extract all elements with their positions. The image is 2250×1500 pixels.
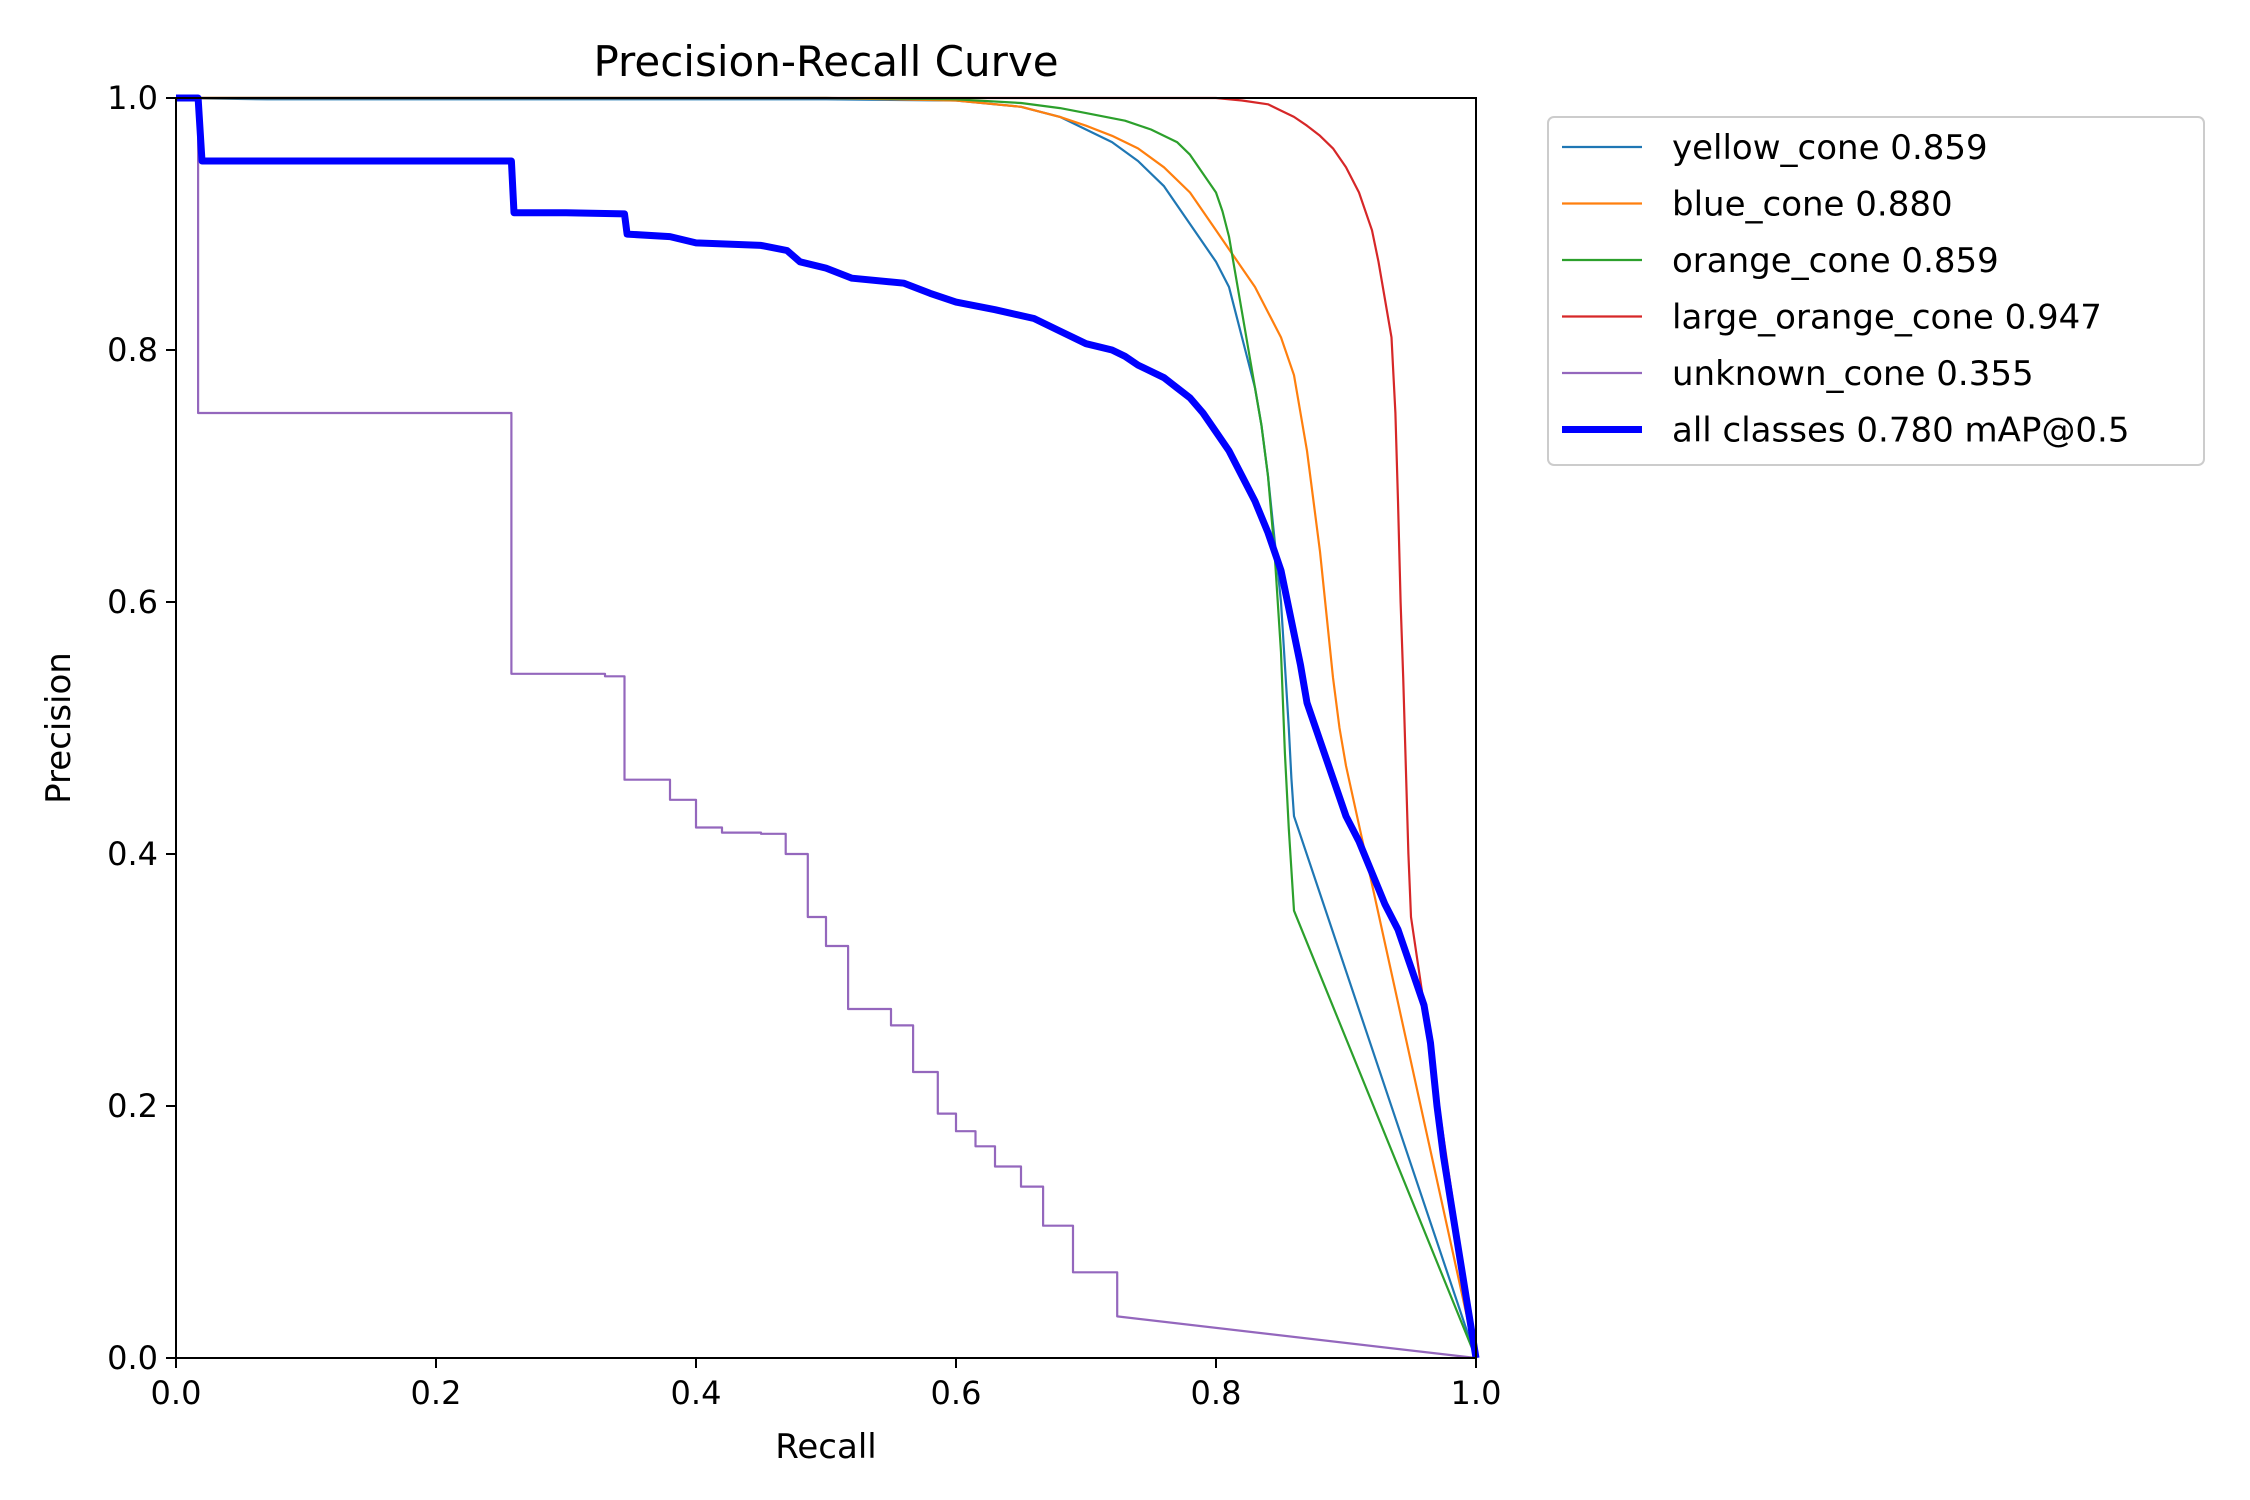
y-axis-label: Precision: [39, 652, 79, 804]
y-tick-label-5: 1.0: [107, 79, 158, 117]
x-axis-ticks: 0.0 0.2 0.4 0.6 0.8 1.0: [151, 1358, 1502, 1412]
series-line-3: [176, 96, 1478, 1359]
series-line-4: [176, 96, 1477, 1360]
x-axis-label: Recall: [775, 1427, 876, 1467]
y-tick-label-0: 0.0: [107, 1339, 158, 1377]
chart-title: Precision-Recall Curve: [593, 37, 1058, 86]
y-tick-label-3: 0.6: [107, 583, 158, 621]
legend-label-3: large_orange_cone 0.947: [1672, 298, 2102, 338]
plot-frame: [175, 97, 1477, 1359]
x-tick-label-2: 0.4: [671, 1374, 722, 1412]
series-line-5: [176, 94, 1480, 1359]
legend-items: yellow_cone 0.859 blue_cone 0.880 orange_c…: [1562, 128, 2129, 451]
x-tick-label-3: 0.6: [931, 1374, 982, 1412]
y-tick-label-4: 0.8: [107, 331, 158, 369]
x-tick-label-4: 0.8: [1191, 1374, 1242, 1412]
legend-label-5: all classes 0.780 mAP@0.5: [1672, 411, 2129, 451]
series-line-2: [176, 96, 1478, 1359]
x-tick-label-1: 0.2: [411, 1374, 462, 1412]
y-axis-ticks: 0.0 0.2 0.4 0.6 0.8 1.0: [107, 79, 176, 1377]
series-layer: [175, 94, 1480, 1360]
legend: yellow_cone 0.859 blue_cone 0.880 orange_c…: [1547, 116, 2205, 466]
x-tick-label-5: 1.0: [1451, 1374, 1502, 1412]
legend-label-2: orange_cone 0.859: [1672, 241, 1999, 281]
legend-label-4: unknown_cone 0.355: [1672, 354, 2034, 394]
legend-label-0: yellow_cone 0.859: [1672, 128, 1988, 168]
series-line-1: [176, 96, 1478, 1359]
y-tick-label-2: 0.4: [107, 835, 158, 873]
legend-box: [1547, 116, 2205, 466]
legend-label-1: blue_cone 0.880: [1672, 185, 1953, 225]
y-tick-label-1: 0.2: [107, 1087, 158, 1125]
x-tick-label-0: 0.0: [151, 1374, 202, 1412]
